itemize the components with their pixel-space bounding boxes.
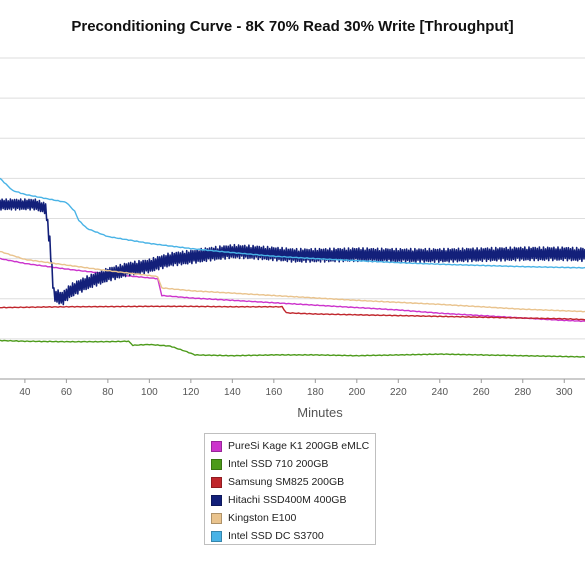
series-line-1	[0, 339, 585, 358]
legend-swatch	[211, 530, 222, 542]
x-tick-label: 60	[61, 387, 73, 398]
legend: PureSi Kage K1 200GB eMLC Intel SSD 710 2…	[204, 433, 376, 545]
x-tick-label: 160	[265, 387, 282, 398]
series-line-4	[0, 250, 585, 313]
x-tick-label: 280	[514, 387, 531, 398]
x-tick-label: 120	[183, 387, 200, 398]
legend-swatch	[211, 494, 222, 506]
series-line-3	[0, 198, 585, 306]
x-tick-label: 300	[556, 387, 573, 398]
chart-title: Preconditioning Curve - 8K 70% Read 30% …	[71, 18, 514, 35]
x-tick-label: 220	[390, 387, 407, 398]
series-line-5	[0, 177, 585, 269]
legend-item: Kingston E100	[211, 509, 375, 527]
legend-label: Hitachi SSD400M 400GB	[228, 494, 347, 506]
legend-item: Intel SSD DC S3700	[211, 527, 375, 545]
legend-item: Samsung SM825 200GB	[211, 473, 375, 491]
series-lines	[0, 177, 585, 358]
x-tick-label: 40	[19, 387, 31, 398]
legend-swatch	[211, 440, 222, 452]
series-line-2	[0, 305, 585, 321]
legend-label: Samsung SM825 200GB	[228, 476, 345, 488]
legend-label: Intel SSD DC S3700	[228, 530, 324, 542]
legend-item: PureSi Kage K1 200GB eMLC	[211, 437, 375, 455]
x-tick-label: 240	[431, 387, 448, 398]
legend-item: Hitachi SSD400M 400GB	[211, 491, 375, 509]
x-axis-label: Minutes	[297, 405, 343, 420]
legend-label: Intel SSD 710 200GB	[228, 458, 329, 470]
legend-label: PureSi Kage K1 200GB eMLC	[228, 440, 370, 452]
legend-swatch	[211, 512, 222, 524]
x-tick-labels: 40 60 80 100 120 140 160 180 200 220 240 260 280 300	[19, 379, 573, 398]
x-tick-label: 100	[141, 387, 158, 398]
x-tick-label: 260	[473, 387, 490, 398]
legend-swatch	[211, 458, 222, 470]
legend-item: Intel SSD 710 200GB	[211, 455, 375, 473]
x-tick-label: 200	[348, 387, 365, 398]
x-tick-label: 180	[307, 387, 324, 398]
legend-swatch	[211, 476, 222, 488]
legend-label: Kingston E100	[228, 512, 297, 524]
x-tick-label: 140	[224, 387, 241, 398]
x-tick-label: 80	[102, 387, 114, 398]
gridlines	[0, 57, 585, 380]
